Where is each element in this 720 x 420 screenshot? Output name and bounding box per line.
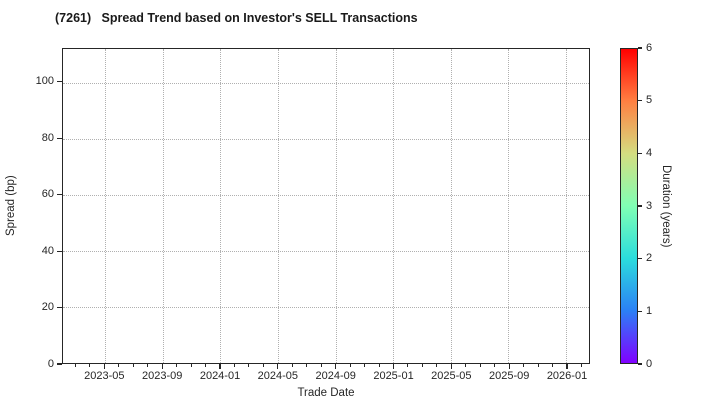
x-minor-tick-mark (494, 364, 496, 367)
x-minor-tick-mark (248, 364, 250, 367)
colorbar-label: Duration (years) (660, 164, 672, 248)
colorbar-duration (620, 48, 638, 364)
x-minor-tick-mark (89, 364, 91, 367)
x-tick-label: 2024-09 (315, 370, 356, 382)
y-tick-label: 80 (41, 131, 54, 144)
y-tick-mark (57, 194, 62, 196)
x-minor-tick-mark (349, 364, 351, 367)
x-minor-tick-mark (552, 364, 554, 367)
x-minor-tick-mark (262, 364, 264, 367)
x-minor-tick-mark (118, 364, 120, 367)
x-gridline (393, 49, 395, 363)
x-minor-tick-mark (537, 364, 539, 367)
x-gridline (335, 49, 337, 363)
plot-area (62, 48, 590, 364)
x-tick-mark (103, 364, 105, 369)
x-minor-tick-mark (190, 364, 192, 367)
x-tick-mark (335, 364, 337, 369)
y-tick-mark (57, 137, 62, 139)
x-minor-tick-mark (479, 364, 481, 367)
x-minor-tick-mark (465, 364, 467, 367)
colorbar-tick-mark (638, 258, 642, 260)
colorbar-tick-label: 2 (646, 252, 653, 265)
y-tick-mark (57, 81, 62, 83)
colorbar-tick-mark (638, 205, 642, 207)
x-tick-mark (392, 364, 395, 369)
x-minor-tick-mark (580, 364, 582, 367)
colorbar-tick-label: 3 (646, 199, 653, 212)
x-minor-tick-mark (523, 364, 525, 367)
x-gridline (162, 49, 164, 363)
x-tick-label: 2026-01 (546, 370, 588, 382)
x-minor-tick-mark (205, 364, 207, 367)
chart-title: (7261) Spread Trend based on Investor's … (55, 11, 418, 25)
y-tick-label: 40 (41, 244, 54, 257)
x-minor-tick-mark (132, 364, 134, 367)
x-tick-label: 2024-01 (199, 370, 241, 382)
y-gridline (63, 138, 589, 140)
x-tick-mark (161, 364, 163, 369)
x-gridline (278, 49, 280, 363)
x-tick-label: 2023-05 (84, 370, 125, 382)
colorbar-tick-mark (638, 363, 642, 365)
x-tick-mark (450, 364, 452, 369)
colorbar-tick-label: 6 (646, 41, 653, 54)
x-tick-mark (277, 364, 279, 369)
x-tick-label: 2023-09 (142, 370, 183, 382)
x-gridline (450, 49, 452, 363)
colorbar-tick-mark (638, 100, 642, 102)
x-minor-tick-mark (407, 364, 409, 367)
x-minor-tick-mark (320, 364, 322, 367)
y-tick-label: 60 (41, 188, 54, 201)
x-minor-tick-mark (147, 364, 149, 367)
y-gridline (63, 82, 589, 84)
x-minor-tick-mark (291, 364, 293, 367)
x-minor-tick-mark (364, 364, 366, 367)
x-gridline (105, 49, 107, 363)
x-gridline (220, 49, 222, 363)
x-minor-tick-mark (306, 364, 308, 367)
x-tick-label: 2024-05 (257, 370, 299, 382)
y-tick-mark (57, 306, 62, 309)
colorbar-tick-mark (638, 47, 642, 49)
colorbar-tick-label: 5 (646, 94, 653, 107)
y-axis-label: Spread (bp) (5, 175, 17, 237)
x-minor-tick-mark (421, 364, 423, 367)
x-minor-tick-mark (176, 364, 178, 367)
x-tick-label: 2025-01 (373, 370, 414, 382)
x-gridline (566, 49, 568, 363)
x-tick-mark (508, 364, 510, 369)
y-tick-label: 100 (35, 75, 54, 88)
y-gridline (63, 250, 589, 252)
x-tick-mark (566, 364, 568, 369)
y-tick-label: 0 (47, 357, 54, 370)
colorbar-tick-mark (638, 152, 642, 154)
colorbar-tick-label: 4 (646, 146, 653, 159)
x-minor-tick-mark (233, 364, 235, 367)
x-minor-tick-mark (74, 364, 76, 367)
colorbar-tick-label: 1 (646, 304, 653, 317)
y-gridline (63, 306, 589, 308)
y-tick-label: 20 (41, 301, 54, 314)
x-tick-label: 2025-05 (431, 370, 472, 382)
y-tick-mark (57, 250, 62, 252)
x-axis-label: Trade Date (297, 387, 355, 399)
colorbar-tick-label: 0 (646, 357, 653, 370)
x-minor-tick-mark (378, 364, 380, 367)
x-tick-mark (219, 364, 221, 369)
x-tick-label: 2025-09 (488, 370, 530, 382)
x-minor-tick-mark (436, 364, 438, 367)
x-gridline (508, 49, 510, 363)
colorbar-tick-mark (638, 310, 642, 312)
y-gridline (63, 194, 589, 196)
y-tick-mark (57, 363, 62, 365)
